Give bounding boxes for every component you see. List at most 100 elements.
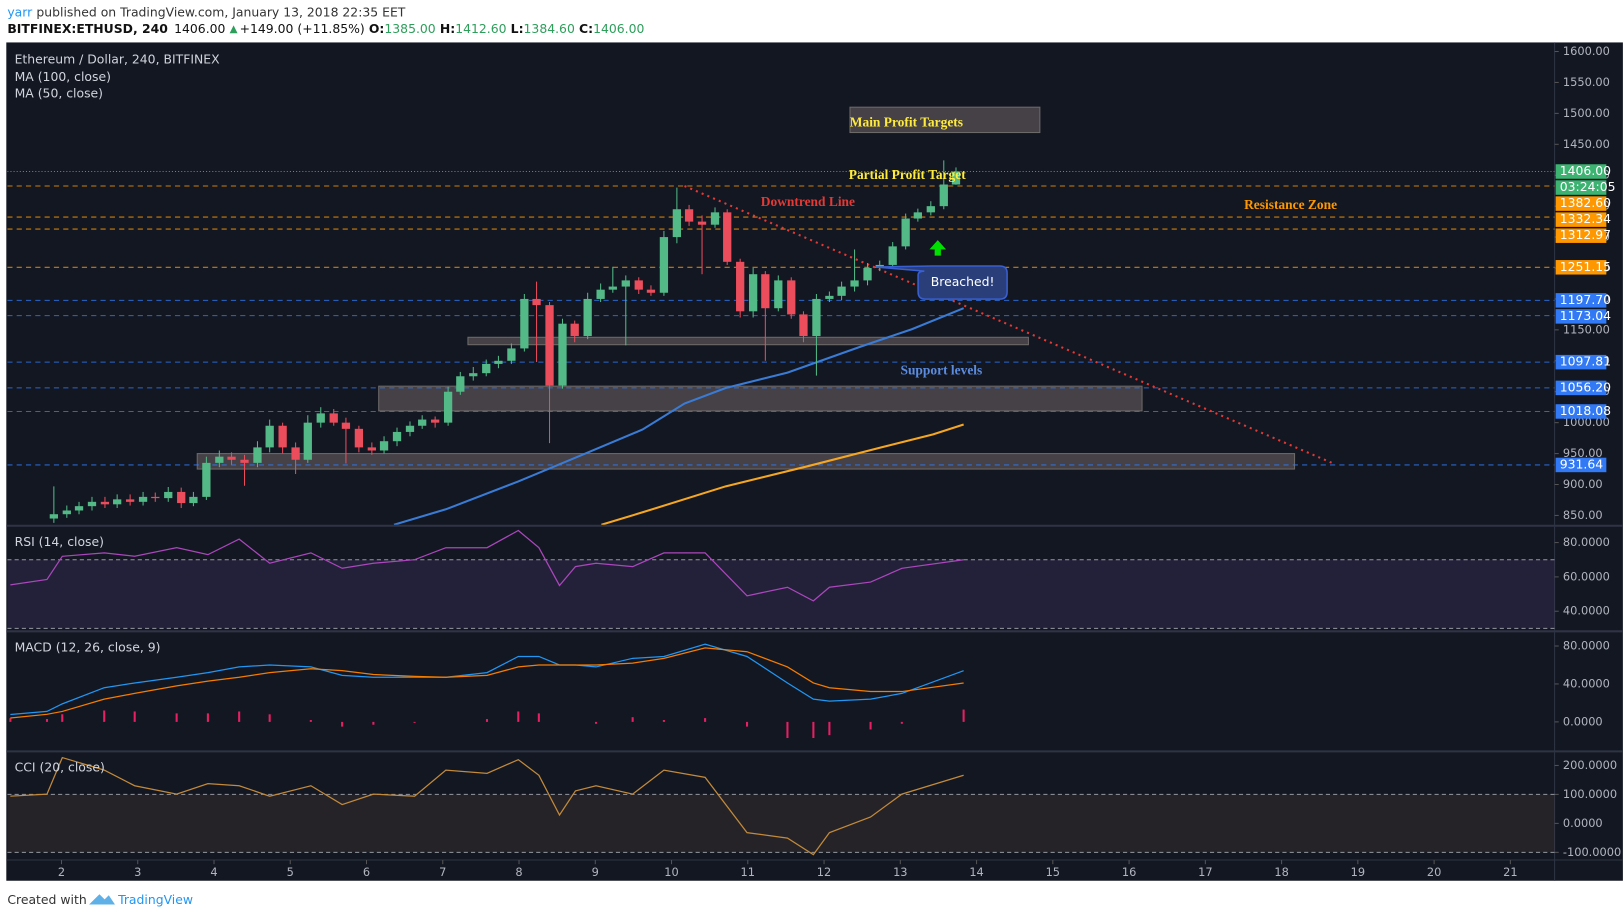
annotation: Support levels	[901, 363, 983, 378]
candle-body	[684, 209, 694, 222]
price-tag-label: 931.64	[1560, 456, 1604, 471]
y-tick-label: 950.00	[1563, 446, 1603, 460]
brand-logo[interactable]	[89, 894, 115, 905]
candle-body	[329, 413, 338, 423]
ohlc-key: L:	[511, 20, 524, 35]
ohlc-value: 1384.60	[524, 20, 575, 35]
y-tick-label: 1450.00	[1563, 137, 1610, 151]
indicator-line	[10, 756, 964, 856]
price-tag	[1555, 196, 1607, 211]
annotation: Downtrend Line	[761, 194, 855, 209]
indicator-line	[10, 643, 964, 716]
y-tick-label: 200.0000	[1563, 758, 1617, 772]
candle-body	[240, 459, 249, 463]
x-tick-label: 10	[664, 865, 678, 879]
footer-created: Created with	[7, 892, 86, 907]
indicator-name: MACD (12, 26, close, 9)	[15, 639, 161, 654]
y-tick-label: 60.0000	[1563, 569, 1610, 583]
price-tag-label: 1382.60	[1560, 195, 1611, 210]
x-tick-label: 5	[287, 865, 294, 879]
zone	[849, 106, 1041, 134]
user[interactable]: yarr	[7, 4, 33, 19]
x-tick-label: 4	[210, 865, 217, 879]
price-tag	[1555, 380, 1607, 396]
footer-brand[interactable]: TradingView	[117, 892, 193, 907]
x-tick-label: 17	[1198, 865, 1212, 879]
y-tick-label: 850.00	[1563, 508, 1603, 522]
zone	[378, 385, 1143, 412]
price-tag	[1555, 404, 1607, 419]
candle-body	[545, 305, 554, 386]
x-tick-label: 3	[134, 865, 141, 879]
candle-body	[583, 298, 592, 337]
y-tick-label: 40.0000	[1563, 604, 1610, 618]
price-tag	[1555, 212, 1607, 227]
candle-body	[520, 298, 529, 349]
candle-body	[405, 425, 415, 432]
candle-body	[837, 286, 846, 296]
candle-body	[507, 348, 516, 361]
candle-body	[723, 212, 732, 262]
price-tag-label: 1406.00	[1560, 163, 1611, 178]
y-tick-label: 1150.00	[1563, 322, 1610, 336]
legend-entry: MA (100, close)	[15, 69, 111, 84]
price-tag-label: 1332.34	[1560, 211, 1611, 226]
candle-body	[888, 246, 897, 265]
candle-body	[354, 428, 364, 448]
indicator-band	[7, 794, 1555, 853]
candle-body	[379, 441, 389, 451]
candle-body	[189, 496, 198, 504]
axes: 2 3 4 5 6 7 8 9 10 11 12 13 14 15 16 17 18 19 20 21 850.00 90…	[15, 44, 1622, 879]
y-tick-label: 0.0000	[1563, 714, 1603, 728]
candle-body	[100, 501, 110, 505]
indicator-name: RSI (14, close)	[15, 534, 104, 549]
candle-body	[74, 506, 84, 511]
annotation: Resistance Zone	[1244, 197, 1337, 212]
ohlc-key: C:	[579, 20, 593, 35]
x-tick-label: 15	[1046, 865, 1060, 879]
candle-body	[621, 280, 630, 287]
candle-body	[825, 295, 834, 299]
y-tick-label: 80.0000	[1563, 639, 1610, 653]
price-tag	[1555, 354, 1607, 370]
price-tag-label: 1097.81	[1560, 354, 1611, 369]
chart-background	[6, 42, 1623, 881]
x-tick-label: 14	[969, 865, 983, 879]
candle-body	[265, 425, 274, 448]
candle-body	[913, 212, 922, 219]
candle-body	[418, 419, 427, 426]
candle-body	[736, 261, 745, 312]
candle-body	[367, 447, 376, 451]
candle-body	[482, 363, 491, 374]
candle-body	[253, 447, 262, 463]
candle-body	[850, 280, 859, 287]
candle-body	[646, 289, 656, 293]
y-tick-label: 1550.00	[1563, 75, 1610, 89]
indicator-line	[10, 647, 964, 719]
published: published on TradingView.com, January 13…	[36, 4, 405, 19]
candle-body	[341, 422, 351, 429]
x-tick-label: 19	[1351, 865, 1365, 879]
legend: Ethereum / Dollar, 240, BITFINEX MA (100…	[15, 52, 221, 101]
x-tick-label: 13	[893, 865, 907, 879]
lines	[7, 170, 1555, 525]
x-tick-label: 16	[1122, 865, 1136, 879]
y-tick-label: 1500.00	[1563, 106, 1610, 120]
candle-body	[202, 462, 211, 497]
candle-body	[532, 298, 541, 306]
candles	[49, 160, 961, 523]
candle-body	[164, 491, 173, 499]
candle-body	[659, 237, 669, 293]
candle-body	[177, 491, 186, 504]
last: 1406.00	[174, 20, 225, 35]
x-tick-label: 9	[592, 865, 599, 879]
symbol-line: BITFINEX:ETHUSD, 240 1406.00 ▲ +149.00 (+11…	[7, 20, 644, 35]
moving-average	[393, 307, 965, 525]
x-tick-label: 21	[1503, 865, 1517, 879]
price-tag	[1555, 260, 1607, 275]
candle-body	[951, 171, 961, 185]
candle-body	[87, 501, 97, 507]
candle-body	[431, 419, 440, 423]
chart-title: Ethereum / Dollar, 240, BITFINEX	[15, 52, 221, 67]
